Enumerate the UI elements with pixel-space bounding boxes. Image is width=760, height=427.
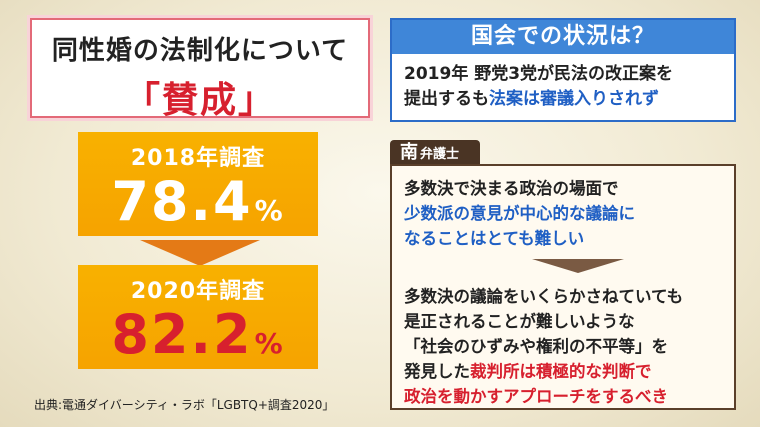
lawyer-p2-line3: 「社会のひずみや権利の不平等」を	[404, 337, 668, 356]
diet-line2-plain: 提出するも	[404, 89, 489, 109]
survey-2018-value-wrap: 78.4%	[78, 174, 318, 239]
lawyer-paragraph-1: 多数決で決まる政治の場面で 少数派の意見が中心的な議論に なることはとても難しい	[404, 176, 726, 251]
survey-2020-label: 2020年調査	[130, 279, 266, 304]
source-note: 出典:電通ダイバーシティ・ラボ「LGBTQ+調査2020」	[34, 398, 335, 412]
survey-2018-value: 78.4	[111, 170, 253, 233]
lawyer-arrow-down-icon	[532, 259, 624, 273]
survey-2018-box: 2018年調査 78.4%	[78, 132, 318, 236]
lawyer-p1-line1: 多数決で決まる政治の場面で	[404, 179, 619, 198]
title-card: 同性婚の法制化について 「賛成」	[30, 18, 370, 121]
lawyer-comment-panel: 多数決で決まる政治の場面で 少数派の意見が中心的な議論に なることはとても難しい…	[390, 164, 736, 410]
arrow-down-icon	[140, 240, 260, 266]
title-line2: 「賛成」	[123, 80, 276, 121]
lawyer-p2-line5: 政治を動かすアプローチをするべき	[404, 387, 668, 406]
lawyer-p2-line2: 是正されることが難しいような	[404, 312, 635, 331]
survey-2020-unit: %	[254, 327, 285, 360]
survey-2020-value: 82.2	[111, 303, 253, 366]
survey-2020-box: 2020年調査 82.2%	[78, 265, 318, 369]
lawyer-p2-line4-plain: 発見した	[404, 362, 470, 381]
diet-line2-highlight: 法案は審議入りされず	[489, 89, 659, 109]
lawyer-tab: 南弁護士	[390, 140, 480, 166]
title-line1: 同性婚の法制化について	[51, 36, 349, 66]
lawyer-name: 南	[400, 142, 418, 163]
lawyer-p1-line2: 少数派の意見が中心的な議論に	[404, 204, 635, 223]
lawyer-p2-line4-highlight: 裁判所は積極的な判断で	[470, 362, 652, 381]
diet-body: 2019年 野党3党が民法の改正案を 提出するも法案は審議入りされず	[404, 62, 726, 112]
diet-line2: 提出するも法案は審議入りされず	[404, 87, 726, 112]
lawyer-title: 弁護士	[420, 147, 460, 162]
diet-status-panel: 国会での状況は？ 2019年 野党3党が民法の改正案を 提出するも法案は審議入り…	[390, 18, 736, 122]
diet-line1: 2019年 野党3党が民法の改正案を	[404, 64, 674, 84]
survey-2018-unit: %	[254, 194, 285, 227]
diet-header: 国会での状況は？	[392, 20, 734, 54]
lawyer-paragraph-2: 多数決の議論をいくらかさねていても 是正されることが難しいような 「社会のひずみ…	[404, 284, 726, 409]
lawyer-p2-line1: 多数決の議論をいくらかさねていても	[404, 287, 684, 306]
lawyer-p1-line3: なることはとても難しい	[404, 229, 585, 248]
survey-2020-value-wrap: 82.2%	[78, 307, 318, 372]
lawyer-p2-line4: 発見した裁判所は積極的な判断で	[404, 359, 726, 384]
survey-2018-label: 2018年調査	[130, 146, 266, 171]
